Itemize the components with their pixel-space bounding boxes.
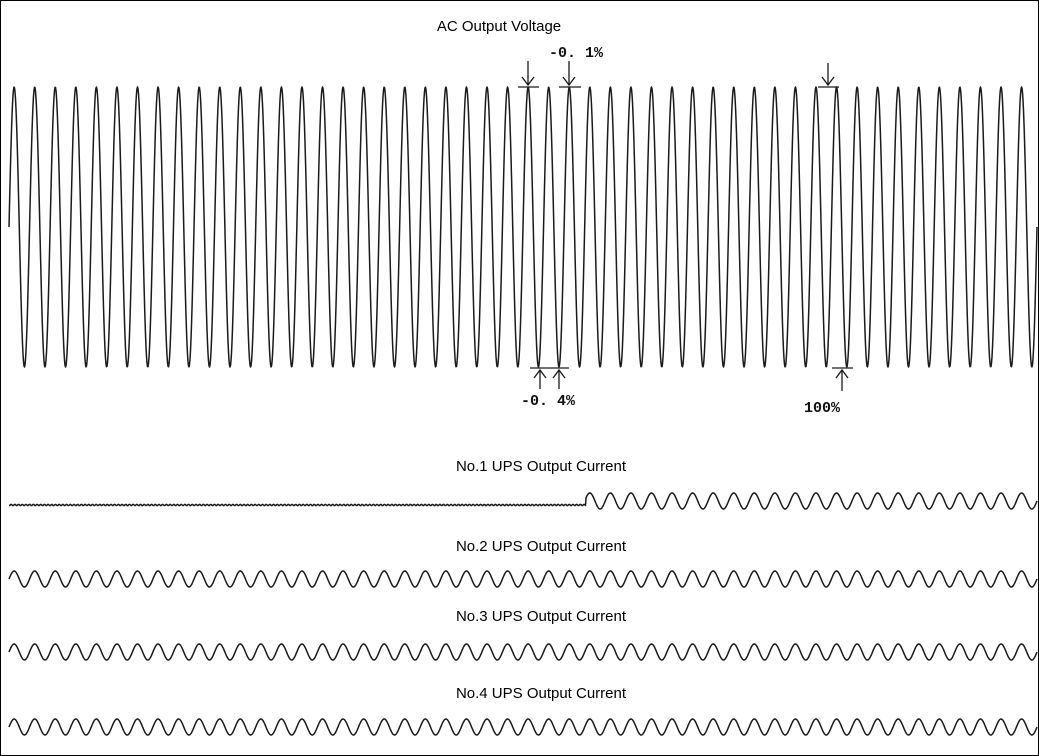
ups3-title: No.3 UPS Output Current	[456, 608, 627, 625]
marker-100-percent	[818, 63, 853, 391]
ups1-title: No.1 UPS Output Current	[456, 458, 627, 475]
marker-minus-0-4	[530, 367, 569, 389]
ups4-current-trace	[8, 718, 1038, 736]
ups2-current-trace	[8, 570, 1038, 588]
ups4-title: No.4 UPS Output Current	[456, 685, 627, 702]
voltage-trace	[8, 86, 1038, 368]
marker-minus-0-1	[518, 61, 581, 88]
ups1-current-trace	[8, 492, 1038, 510]
annotation-minus-0-1: -0. 1%	[549, 45, 604, 62]
annotation-minus-0-4: -0. 4%	[521, 393, 576, 410]
annotation-100-percent: 100%	[804, 400, 841, 417]
ups3-current-trace	[8, 643, 1038, 661]
ups2-title: No.2 UPS Output Current	[456, 538, 627, 555]
voltage-title: AC Output Voltage	[437, 18, 561, 35]
